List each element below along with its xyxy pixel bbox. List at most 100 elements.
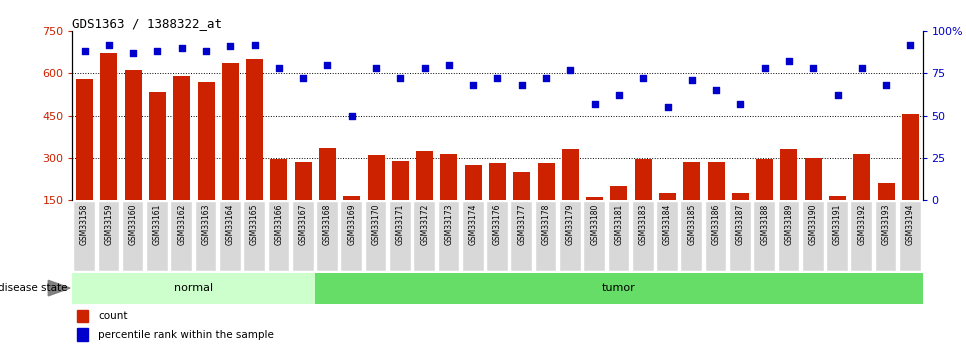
Bar: [72, 273, 315, 304]
Text: GSM33173: GSM33173: [444, 204, 453, 245]
Bar: [416, 151, 433, 200]
FancyBboxPatch shape: [876, 201, 896, 271]
FancyBboxPatch shape: [317, 201, 338, 271]
Point: [490, 76, 505, 81]
Text: percentile rank within the sample: percentile rank within the sample: [98, 330, 273, 339]
Point: [247, 42, 263, 47]
FancyBboxPatch shape: [609, 201, 629, 271]
Point: [854, 66, 869, 71]
FancyBboxPatch shape: [560, 201, 581, 271]
Bar: [635, 159, 652, 200]
Point: [126, 50, 141, 56]
Point: [781, 59, 797, 64]
Point: [806, 66, 821, 71]
Text: GSM33174: GSM33174: [469, 204, 478, 245]
Point: [660, 104, 675, 110]
FancyBboxPatch shape: [827, 201, 848, 271]
Point: [562, 67, 578, 73]
Text: GSM33160: GSM33160: [128, 204, 138, 245]
Text: GSM33159: GSM33159: [104, 204, 113, 245]
Text: GSM33165: GSM33165: [250, 204, 259, 245]
Point: [708, 87, 724, 93]
Point: [296, 76, 311, 81]
Text: GSM33176: GSM33176: [493, 204, 502, 245]
Point: [368, 66, 384, 71]
Text: GSM33187: GSM33187: [736, 204, 745, 245]
Text: GSM33177: GSM33177: [517, 204, 526, 245]
Point: [538, 76, 554, 81]
Text: GSM33171: GSM33171: [396, 204, 405, 245]
Point: [878, 82, 894, 88]
Bar: [707, 162, 724, 200]
Point: [271, 66, 287, 71]
FancyBboxPatch shape: [293, 201, 314, 271]
Text: GSM33183: GSM33183: [639, 204, 648, 245]
Text: GSM33189: GSM33189: [784, 204, 793, 245]
Bar: [270, 159, 288, 200]
Bar: [489, 164, 506, 200]
Bar: [586, 197, 603, 200]
FancyBboxPatch shape: [439, 201, 459, 271]
Bar: [465, 165, 482, 200]
Bar: [902, 114, 919, 200]
Text: GSM33163: GSM33163: [202, 204, 211, 245]
Text: GSM33194: GSM33194: [906, 204, 915, 245]
FancyBboxPatch shape: [657, 201, 678, 271]
Bar: [246, 59, 263, 200]
FancyBboxPatch shape: [584, 201, 605, 271]
Bar: [197, 82, 214, 200]
FancyBboxPatch shape: [414, 201, 435, 271]
Point: [902, 42, 918, 47]
Text: GSM33161: GSM33161: [153, 204, 162, 245]
FancyBboxPatch shape: [147, 201, 168, 271]
Point: [830, 92, 845, 98]
Text: GSM33167: GSM33167: [298, 204, 308, 245]
Bar: [100, 53, 118, 200]
FancyBboxPatch shape: [390, 201, 411, 271]
Point: [77, 49, 93, 54]
Point: [514, 82, 529, 88]
Bar: [756, 159, 773, 200]
Text: GSM33168: GSM33168: [323, 204, 332, 245]
Text: GSM33186: GSM33186: [712, 204, 721, 245]
Point: [466, 82, 481, 88]
FancyBboxPatch shape: [681, 201, 702, 271]
FancyBboxPatch shape: [74, 201, 95, 271]
FancyBboxPatch shape: [706, 201, 726, 271]
Point: [587, 101, 603, 107]
Text: normal: normal: [174, 283, 213, 293]
FancyBboxPatch shape: [803, 201, 824, 271]
FancyBboxPatch shape: [487, 201, 508, 271]
Point: [344, 113, 359, 118]
Text: disease state: disease state: [0, 283, 68, 293]
Bar: [877, 183, 895, 200]
Point: [441, 62, 457, 68]
Polygon shape: [48, 280, 70, 296]
Bar: [853, 154, 870, 200]
Text: tumor: tumor: [602, 283, 636, 293]
Bar: [343, 196, 360, 200]
FancyBboxPatch shape: [463, 201, 484, 271]
Bar: [732, 193, 749, 200]
Text: GSM33192: GSM33192: [857, 204, 867, 245]
Bar: [562, 149, 579, 200]
Bar: [805, 158, 822, 200]
FancyBboxPatch shape: [779, 201, 799, 271]
Bar: [149, 92, 166, 200]
Point: [392, 76, 408, 81]
FancyBboxPatch shape: [171, 201, 192, 271]
FancyBboxPatch shape: [633, 201, 654, 271]
Point: [320, 62, 335, 68]
Bar: [440, 154, 458, 200]
FancyBboxPatch shape: [730, 201, 751, 271]
Text: count: count: [98, 311, 128, 321]
Text: GSM33193: GSM33193: [882, 204, 891, 245]
Bar: [367, 155, 384, 200]
Bar: [781, 149, 798, 200]
Bar: [537, 164, 554, 200]
Point: [198, 49, 213, 54]
Bar: [76, 328, 88, 341]
FancyBboxPatch shape: [196, 201, 216, 271]
Text: GSM33169: GSM33169: [347, 204, 356, 245]
Point: [150, 49, 165, 54]
